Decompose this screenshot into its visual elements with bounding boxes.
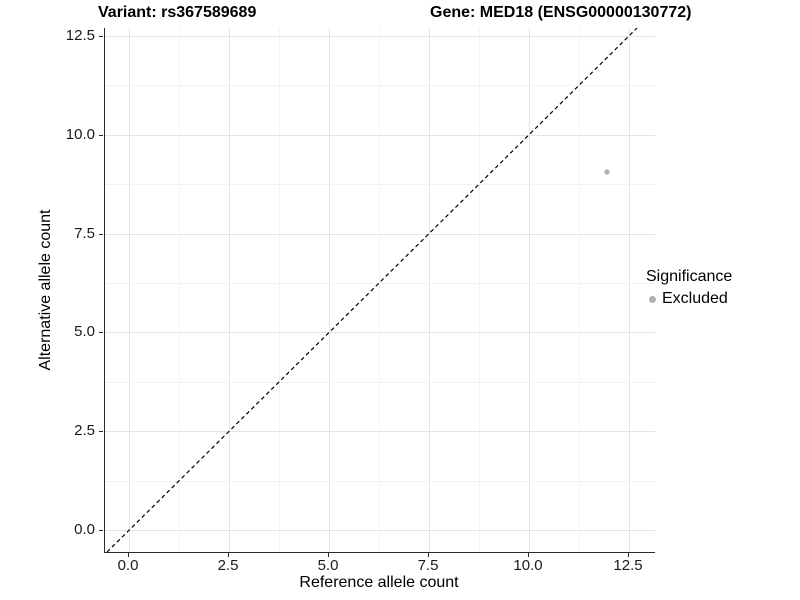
gridline-x-major — [229, 28, 230, 552]
gridline-y-major — [105, 36, 655, 37]
gridline-x-major — [429, 28, 430, 552]
gridline-y-major — [105, 234, 655, 235]
gridline-y-minor — [105, 283, 655, 284]
y-tick-label: 10.0 — [65, 126, 95, 143]
x-tick-label: 12.5 — [613, 557, 643, 574]
identity-line — [106, 28, 638, 552]
x-tick — [428, 553, 429, 557]
y-tick-label: 0.0 — [74, 521, 95, 538]
gridline-y-minor — [105, 85, 655, 86]
x-tick-label: 5.0 — [317, 557, 339, 574]
x-tick-label: 2.5 — [217, 557, 239, 574]
gridline-x-major — [129, 28, 130, 552]
gridline-x-minor — [579, 28, 580, 552]
y-tick — [99, 431, 103, 432]
y-tick — [99, 530, 103, 531]
variant-title: Variant: rs367589689 — [98, 4, 257, 21]
gridline-y-minor — [105, 382, 655, 383]
legend-item-excluded: Excluded — [644, 290, 732, 308]
gridline-x-minor — [279, 28, 280, 552]
gridline-y-major — [105, 135, 655, 136]
x-tick — [228, 553, 229, 557]
y-tick — [99, 36, 103, 37]
gridline-x-minor — [379, 28, 380, 552]
y-tick-label: 7.5 — [74, 225, 95, 242]
gridline-x-minor — [179, 28, 180, 552]
x-tick — [628, 553, 629, 557]
x-tick-label: 10.0 — [513, 557, 543, 574]
x-tick — [128, 553, 129, 557]
gridline-x-major — [629, 28, 630, 552]
gridline-y-major — [105, 530, 655, 531]
x-tick-label: 7.5 — [417, 557, 439, 574]
data-point — [604, 169, 610, 175]
x-axis-title: Reference allele count — [299, 574, 459, 591]
y-tick-label: 12.5 — [65, 27, 95, 44]
gridline-y-minor — [105, 184, 655, 185]
x-tick — [528, 553, 529, 557]
gridline-y-major — [105, 431, 655, 432]
y-tick — [99, 332, 103, 333]
excluded-point-icon — [649, 295, 656, 303]
gridline-x-major — [329, 28, 330, 552]
gridline-x-minor — [479, 28, 480, 552]
y-tick-label: 5.0 — [74, 323, 95, 340]
plot-panel — [104, 28, 655, 553]
x-tick-label: 0.0 — [117, 557, 139, 574]
gridline-y-major — [105, 332, 655, 333]
gridline-y-minor — [105, 481, 655, 482]
legend-item-label: Excluded — [662, 290, 728, 307]
y-tick-label: 2.5 — [74, 422, 95, 439]
y-tick — [99, 135, 103, 136]
x-tick — [328, 553, 329, 557]
gridline-x-major — [529, 28, 530, 552]
y-tick — [99, 234, 103, 235]
y-axis-title: Alternative allele count — [37, 209, 54, 371]
legend: Significance Excluded — [644, 268, 732, 308]
gene-title: Gene: MED18 (ENSG00000130772) — [430, 4, 692, 21]
legend-title: Significance — [646, 268, 733, 285]
